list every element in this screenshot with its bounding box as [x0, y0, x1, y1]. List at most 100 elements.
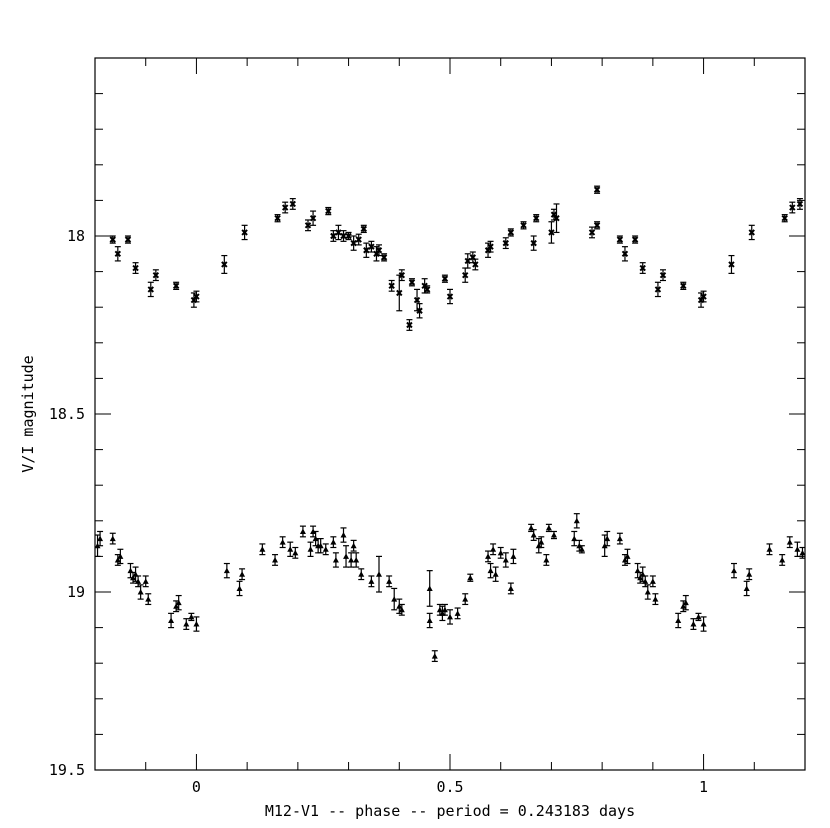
lower-curve-point: [398, 603, 405, 616]
upper-curve-point: [659, 269, 667, 282]
upper-curve-point: [639, 262, 646, 274]
lower-curve-point: [188, 612, 195, 622]
lower-curve-point: [799, 546, 806, 559]
upper-curve-point: [472, 258, 479, 271]
lower-curve-point: [695, 612, 702, 622]
lower-curve-point: [616, 532, 623, 545]
upper-curve-point: [520, 221, 527, 230]
x-axis-label: M12-V1 -- phase -- period = 0.243183 day…: [265, 802, 635, 820]
lower-curve-point: [330, 536, 337, 549]
upper-curve-point: [193, 290, 200, 303]
lower-curve-point: [487, 562, 494, 579]
upper-curve-point: [350, 235, 357, 251]
upper-curve-point: [487, 240, 494, 253]
upper-curve-point: [700, 290, 707, 303]
upper-curve-point: [355, 233, 362, 246]
lower-curve-point: [543, 554, 550, 566]
upper-curve-point: [654, 281, 662, 298]
upper-curve-point: [616, 235, 624, 244]
upper-curve-point: [446, 288, 454, 305]
lower-curve-point: [652, 593, 659, 606]
lower-curve-point: [168, 612, 175, 629]
upper-curve-point: [309, 210, 317, 226]
x-tick-label: 0.5: [436, 778, 463, 796]
lower-curve-point: [353, 552, 360, 568]
lower-curve-point: [426, 570, 433, 607]
plot-frame: [94, 57, 806, 771]
upper-curve-point: [406, 319, 413, 331]
lower-curve-point: [193, 616, 200, 632]
lower-curve-point: [441, 603, 448, 616]
upper-curve-point: [553, 203, 560, 234]
lower-curve-point: [766, 543, 773, 556]
upper-curve-point: [109, 235, 116, 244]
lower-curve-point: [497, 546, 504, 559]
lower-curve-point: [127, 562, 134, 579]
upper-curve-point: [548, 221, 555, 244]
y-tick-label: 18: [67, 227, 85, 245]
lower-curve-point: [794, 541, 801, 558]
upper-curve-point: [502, 237, 509, 250]
axis-tick-labels: 0 0.5 1 18 18.5 19 19.5: [49, 227, 708, 796]
upper-curve-point: [588, 226, 596, 239]
lower-curve-point: [786, 536, 793, 549]
upper-curve-point: [796, 198, 804, 210]
lower-curve-point: [675, 612, 682, 629]
lower-curve-point: [137, 584, 144, 600]
upper-curve-point: [345, 231, 352, 241]
upper-curve-point: [172, 281, 180, 290]
upper-curve-point: [631, 235, 639, 244]
lower-curve-point: [510, 548, 517, 565]
lower-curve-point: [535, 537, 542, 554]
lower-curve-point: [485, 550, 492, 563]
lower-curve-point: [573, 513, 580, 529]
upper-curve-point: [221, 254, 228, 274]
upper-curve-point: [781, 214, 788, 223]
upper-curve-point: [335, 224, 342, 241]
lower-curve-point: [368, 575, 375, 588]
lower-curve-point: [386, 575, 393, 588]
lower-curve-point: [743, 580, 750, 597]
lower-curve-point: [239, 568, 246, 581]
lower-curve-point: [530, 529, 537, 541]
upper-curve-point: [363, 242, 370, 258]
lower-curve-point: [426, 612, 433, 629]
y-tick-label: 19: [67, 583, 85, 601]
lower-curve-point: [550, 530, 557, 540]
lower-curve-point: [490, 543, 497, 556]
upper-curve-point: [241, 224, 248, 241]
upper-curve-point: [124, 235, 132, 244]
lower-curve-point: [340, 527, 347, 543]
lower-curve-point: [731, 562, 737, 579]
lower-curve-point: [502, 552, 509, 568]
upper-curve-point: [114, 246, 122, 262]
y-tick-label: 18.5: [49, 405, 85, 423]
lower-curve-point: [637, 571, 644, 584]
lower-curve-point: [322, 543, 329, 556]
lower-curve-point: [700, 616, 707, 632]
lower-curve-point: [236, 580, 243, 597]
lower-curve-point: [538, 536, 545, 549]
lower-curve-point: [779, 554, 786, 566]
lower-curve-point: [117, 548, 124, 565]
upper-curve-point: [325, 206, 332, 216]
upper-curve-point: [423, 285, 431, 294]
upper-curve-point: [398, 269, 406, 282]
upper-curve-point: [680, 281, 687, 290]
lower-curve-point: [507, 582, 514, 595]
lower-curve-point: [272, 554, 279, 566]
lower-curve-point: [307, 541, 314, 558]
lower-curve-point: [545, 523, 552, 533]
x-tick-label: 1: [699, 778, 708, 796]
lower-curve-point: [746, 568, 753, 581]
lower-curve-point: [376, 555, 382, 593]
upper-curve-point: [152, 269, 160, 282]
upper-curve-point: [340, 230, 347, 242]
upper-curve-point: [132, 262, 139, 274]
lower-curve-point: [358, 568, 365, 581]
lower-curve-point: [634, 562, 641, 579]
lower-curve-point: [292, 546, 299, 559]
upper-curve-point: [728, 254, 735, 274]
lower-curve-point: [467, 573, 474, 582]
upper-curve-point: [274, 214, 281, 223]
